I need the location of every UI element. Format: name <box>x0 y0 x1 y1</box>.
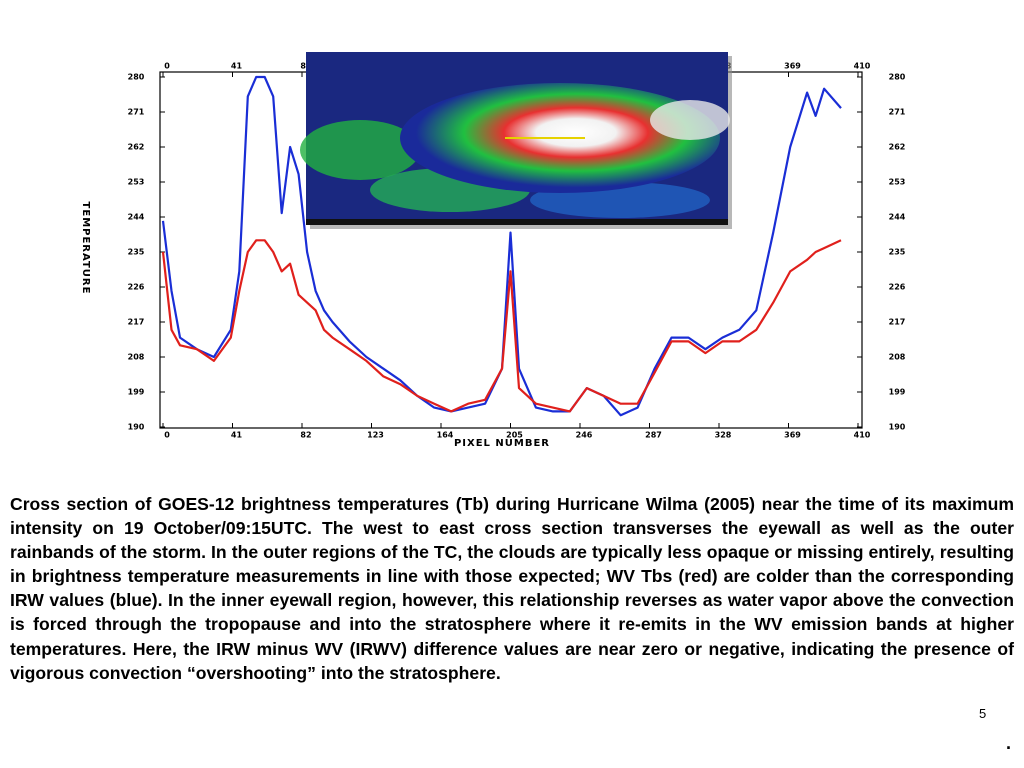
y2-tick-label: 199 <box>889 388 906 397</box>
x-tick-label: 205 <box>506 431 523 440</box>
y-tick-label: 235 <box>128 248 145 257</box>
x2-tick-label: 410 <box>854 62 871 71</box>
page-number: 5 <box>979 706 987 721</box>
y2-tick-label: 280 <box>889 73 906 82</box>
y-tick-label: 226 <box>128 283 145 292</box>
y-tick-label: 280 <box>128 73 145 82</box>
y-tick-label: 217 <box>128 318 145 327</box>
x-tick-label: 369 <box>784 431 801 440</box>
chart: TEMPERATURE PIXEL NUMBER 190 190 199 199 208… <box>80 52 906 449</box>
x-tick-label: 287 <box>645 431 662 440</box>
y2-tick-label: 208 <box>889 353 906 362</box>
x-tick-label: 41 <box>231 431 243 440</box>
x-tick-label: 82 <box>300 431 311 440</box>
y-tick-label: 244 <box>128 213 145 222</box>
x-tick-label: 246 <box>576 431 593 440</box>
x-tick-label: 410 <box>854 431 871 440</box>
line-series <box>161 239 842 413</box>
x-tick-label: 123 <box>367 431 384 440</box>
satellite-image <box>300 52 732 229</box>
trailing-mark: . <box>1006 733 1012 753</box>
line-series <box>161 75 842 417</box>
y-axis-label: TEMPERATURE <box>80 202 91 295</box>
y-tick-label: 190 <box>128 423 145 432</box>
x-tick-label: 328 <box>715 431 732 440</box>
y2-tick-label: 190 <box>889 423 906 432</box>
y2-tick-label: 253 <box>889 178 906 187</box>
y-tick-label: 199 <box>128 388 145 397</box>
y2-tick-label: 244 <box>889 213 906 222</box>
x2-tick-label: 369 <box>784 62 801 71</box>
x2-tick-label: 41 <box>231 62 243 71</box>
y2-tick-label: 271 <box>889 108 906 117</box>
y2-tick-label: 235 <box>889 248 906 257</box>
caption: Cross section of GOES-12 brightness temp… <box>10 494 1014 683</box>
y2-tick-label: 226 <box>889 283 906 292</box>
x-tick-label: 0 <box>164 431 170 440</box>
y-tick-label: 262 <box>128 143 145 152</box>
y-tick-label: 208 <box>128 353 145 362</box>
x2-tick-label: 0 <box>164 62 170 71</box>
y2-tick-label: 217 <box>889 318 906 327</box>
y2-tick-label: 262 <box>889 143 906 152</box>
x-axis-label: PIXEL NUMBER <box>454 438 550 449</box>
y-tick-label: 271 <box>128 108 145 117</box>
y-tick-label: 253 <box>128 178 145 187</box>
x-tick-label: 164 <box>437 431 454 440</box>
